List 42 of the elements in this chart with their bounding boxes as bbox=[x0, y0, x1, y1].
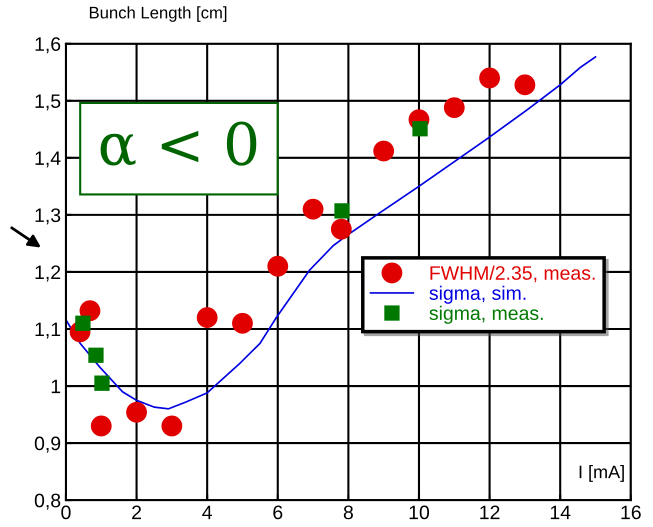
legend-label: sigma, meas. bbox=[429, 306, 543, 324]
x-tick-label: 16 bbox=[621, 506, 641, 520]
x-tick-label: 8 bbox=[344, 506, 353, 520]
x-tick-label: 12 bbox=[480, 506, 500, 520]
y-tick-label: 1,4 bbox=[36, 152, 61, 168]
x-tick-label: 0 bbox=[61, 506, 71, 520]
point bbox=[334, 203, 350, 219]
point bbox=[514, 74, 536, 96]
y-tick-label: 1,5 bbox=[36, 94, 60, 110]
point bbox=[75, 316, 91, 331]
point bbox=[444, 97, 465, 118]
point bbox=[126, 402, 147, 423]
x-tick-label: 10 bbox=[410, 506, 430, 520]
x-axis-title: I [mA] bbox=[580, 465, 624, 482]
point bbox=[88, 348, 104, 363]
point bbox=[479, 68, 500, 88]
point bbox=[302, 198, 324, 220]
point bbox=[196, 307, 218, 328]
y-tick-label: 1,2 bbox=[36, 265, 60, 282]
x-tick-label: 4 bbox=[202, 506, 212, 520]
point bbox=[161, 416, 182, 436]
x-tick-label: 2 bbox=[132, 506, 141, 520]
y-tick-label: 1,1 bbox=[36, 322, 60, 339]
y-tick-label: 1 bbox=[52, 380, 60, 394]
point bbox=[90, 416, 112, 436]
annotation: α < 0 bbox=[100, 122, 256, 166]
point bbox=[330, 218, 352, 240]
point bbox=[373, 140, 394, 162]
y-tick-label: 1,6 bbox=[36, 37, 60, 54]
y-tick-label: 0,9 bbox=[34, 436, 60, 453]
y-tick-label: 0,8 bbox=[34, 494, 60, 510]
line-series bbox=[66, 56, 596, 410]
legend-label: FWHM/2.35, meas. bbox=[430, 266, 595, 282]
x-tick-label: 14 bbox=[550, 506, 570, 520]
point bbox=[267, 256, 288, 277]
legend-label: sigma, sim. bbox=[429, 286, 526, 304]
point bbox=[232, 312, 253, 334]
y-axis-title: Bunch Length [cm] bbox=[90, 6, 226, 22]
point bbox=[94, 376, 110, 391]
y-tick-label: 1,3 bbox=[36, 208, 60, 224]
point bbox=[412, 121, 428, 136]
x-tick-label: 6 bbox=[273, 506, 282, 520]
